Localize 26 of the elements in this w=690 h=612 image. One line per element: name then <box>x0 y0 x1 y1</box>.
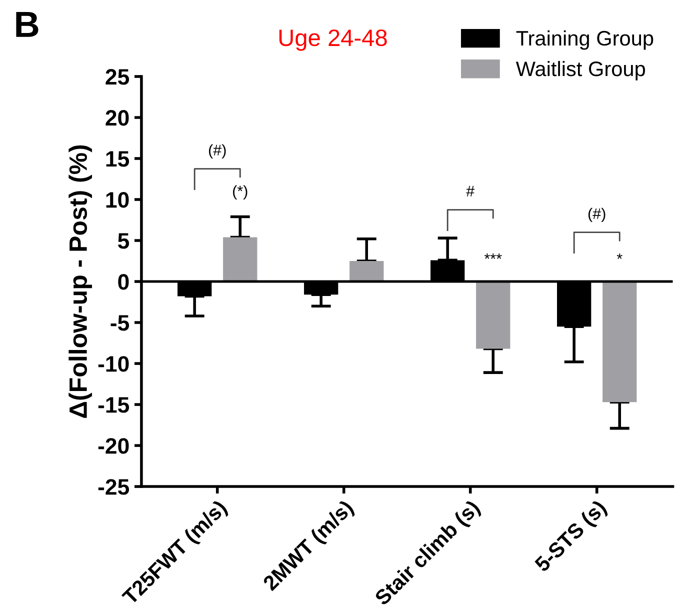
annotation: (#) <box>588 208 606 222</box>
y-tick-label: -20 <box>98 438 129 454</box>
legend-label: Waitlist Group <box>516 60 645 80</box>
annotation: (*) <box>233 185 248 200</box>
y-tick-label: -5 <box>110 315 130 331</box>
annotation: *** <box>484 253 502 259</box>
legend-label: Training Group <box>516 30 654 50</box>
text: B <box>16 12 38 37</box>
y-tick-label: 0 <box>118 274 129 290</box>
y-tick-label: 15 <box>106 151 130 167</box>
annotation: # <box>466 186 475 196</box>
bar <box>223 237 258 282</box>
bar <box>350 261 384 282</box>
annotation: (#) <box>208 144 226 158</box>
y-tick-label: -15 <box>98 397 130 413</box>
bar <box>476 282 510 349</box>
y-tick-label: 20 <box>106 110 129 126</box>
bar <box>602 282 637 402</box>
y-tick-label: 5 <box>118 233 130 249</box>
chart-title: Uge 24-48 <box>279 29 387 51</box>
y-tick-label: 10 <box>106 192 129 208</box>
annotation: * <box>616 253 622 259</box>
y-tick-label: 25 <box>106 69 130 85</box>
y-tick-label: -25 <box>98 479 130 495</box>
y-tick-label: -10 <box>98 356 129 372</box>
y-axis-title: Δ(Follow-up - Post) (%) <box>68 145 92 418</box>
